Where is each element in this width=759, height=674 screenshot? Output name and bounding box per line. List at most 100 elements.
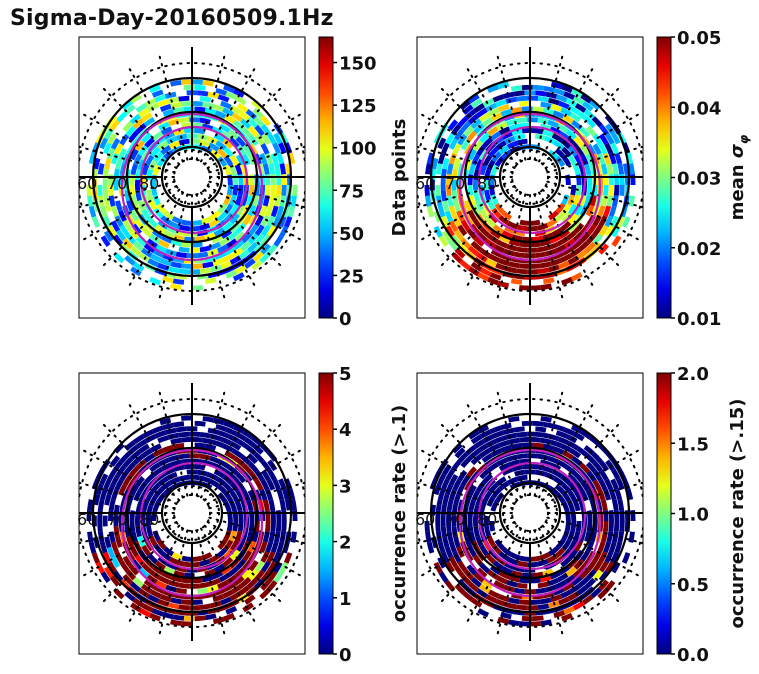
heatmap-bin [479,226,491,238]
heatmap-bin [479,163,488,176]
heatmap-bin [527,269,539,275]
heatmap-bin [109,119,121,131]
heatmap-bin [146,189,154,201]
heatmap-bin [236,438,249,449]
heatmap-bin [426,205,435,218]
heatmap-bin [150,253,162,263]
latitude-label: 80 [139,174,159,193]
heatmap-bin [130,163,138,176]
heatmap-bin [445,561,455,574]
heatmap-bin [584,117,597,129]
heatmap-bin [197,90,209,97]
heatmap-bin [259,489,268,501]
heatmap-bin [586,470,597,482]
heatmap-bin [561,491,572,503]
heatmap-bin [448,556,459,569]
heatmap-bin [460,573,472,586]
heatmap-bin [479,468,491,480]
heatmap-bin [561,530,570,542]
heatmap-bin [159,103,172,112]
heatmap-bin [592,550,602,563]
heatmap-bin [234,431,247,442]
heatmap-bin [150,589,162,599]
heatmap-bin [114,215,124,227]
heatmap-bin [479,562,491,574]
heatmap-bin [229,540,240,552]
heatmap-bin [605,561,615,574]
heatmap-bin [112,234,124,246]
heatmap-bin [547,119,560,129]
heatmap-bin [444,546,454,559]
heatmap-bin [194,442,206,449]
heatmap-bin [573,540,583,552]
heatmap-bin [113,588,125,600]
heatmap-bin [460,120,472,133]
heatmap-bin [134,515,141,527]
heatmap-bin [215,140,227,151]
heatmap-bin [598,243,610,255]
heatmap-bin [141,132,153,144]
heatmap-bin [537,245,549,253]
heatmap-bin [149,569,161,580]
heatmap-bin [222,556,234,568]
heatmap-bin [573,154,583,166]
heatmap-bin [589,195,597,207]
heatmap-bin [134,476,145,488]
heatmap-bin [134,140,145,152]
heatmap-bin [124,591,136,602]
heatmap-bin [540,597,552,605]
heatmap-bin [220,100,232,110]
heatmap-bin [549,570,562,580]
heatmap-bin [477,272,490,282]
heatmap-bin [467,93,480,104]
heatmap-bin [178,453,190,460]
latitude-dotted-circle [502,149,558,205]
heatmap-bin [530,219,541,226]
heatmap-bin [574,480,585,493]
heatmap-bin [132,434,145,445]
heatmap-bin [228,137,240,149]
heatmap-bin [222,474,234,486]
heatmap-bin [267,225,277,238]
heatmap-bin [212,439,225,448]
heatmap-bin [247,461,259,473]
oval-boundary-inner [139,125,249,235]
heatmap-bin [569,448,582,459]
heatmap-bin [447,239,459,251]
heatmap-bin [592,460,603,473]
heatmap-bin [231,448,244,459]
heatmap-bin [209,241,222,251]
heatmap-bin [107,225,117,238]
heatmap-bin [88,541,97,554]
latitude-label: 70 [107,510,127,529]
heatmap-bin [265,152,274,165]
heatmap-bin [501,131,513,140]
heatmap-bin [178,138,190,146]
heatmap-bin [115,158,123,170]
heatmap-bin [252,251,264,263]
grid-lines [79,382,305,644]
heatmap-bin [248,224,259,236]
heatmap-bin [113,252,125,264]
heatmap-bin [148,495,158,507]
heatmap-bin [194,106,206,113]
heatmap-bin [254,133,265,146]
heatmap-bin [558,130,571,141]
heatmap-bin [238,249,251,260]
heatmap-bin [584,530,592,543]
heatmap-bin [484,525,492,537]
heatmap-bin [233,575,245,587]
heatmap-bin [483,515,489,527]
heatmap-bin [268,531,276,543]
heatmap-bin [500,108,513,117]
heatmap-bin [476,588,488,599]
heatmap-bin [490,248,503,258]
heatmap-bin [254,560,265,573]
heatmap-bin [621,216,631,228]
heatmap-bin [227,465,239,476]
heatmap-bin [516,560,528,568]
heatmap-bin [585,153,595,166]
heatmap-bin [579,232,591,244]
heatmap-bin [141,163,150,176]
heatmap-bin [537,117,549,125]
